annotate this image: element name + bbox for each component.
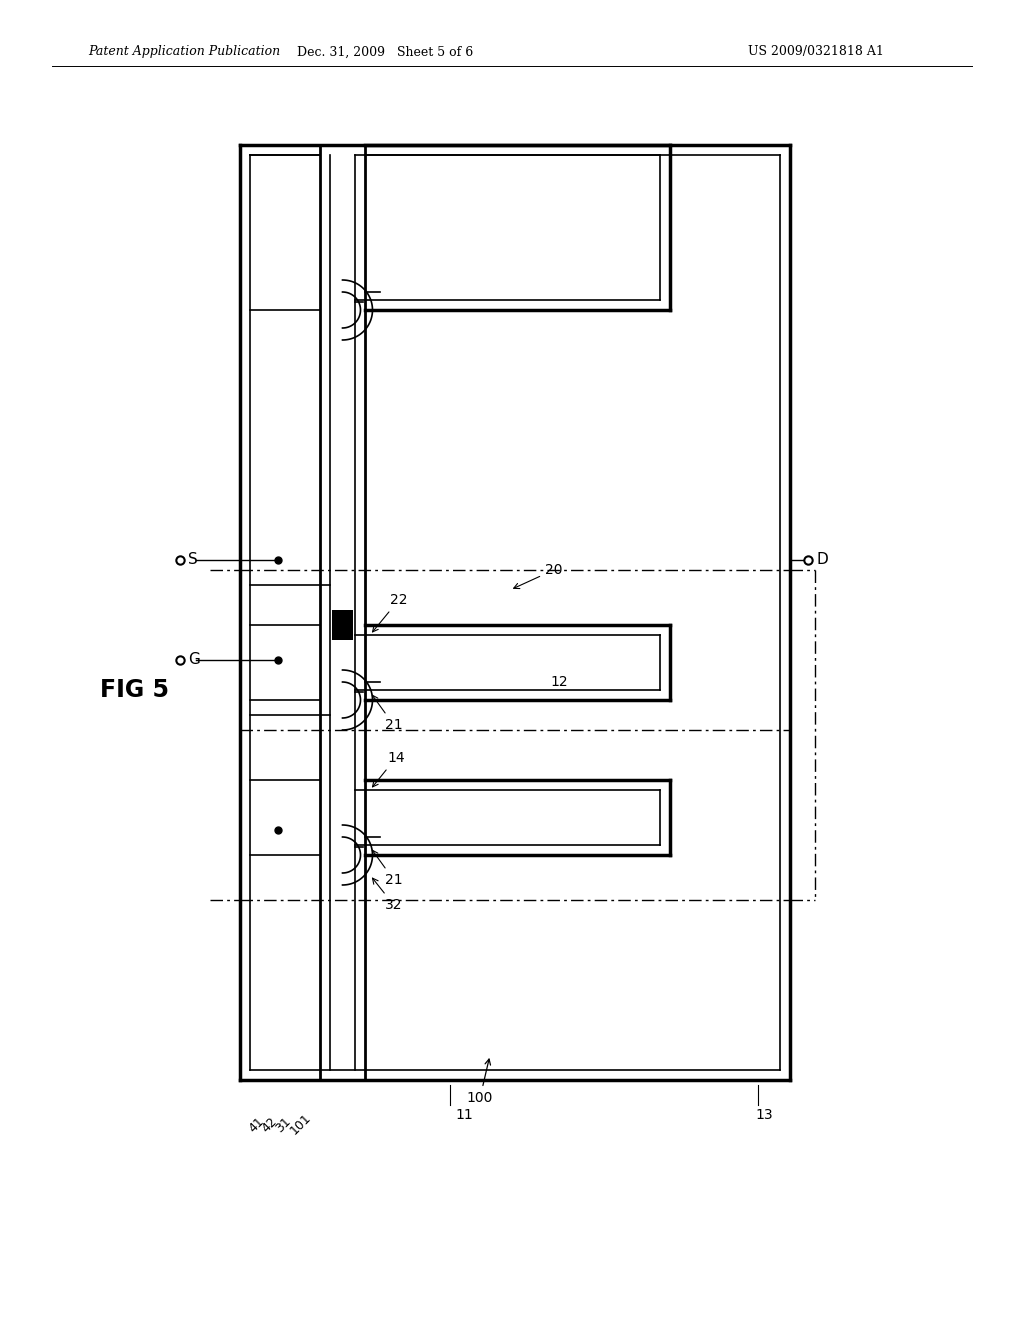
Text: Patent Application Publication: Patent Application Publication xyxy=(88,45,281,58)
Text: 31: 31 xyxy=(273,1114,294,1135)
Text: 100: 100 xyxy=(467,1059,494,1105)
Text: 101: 101 xyxy=(288,1111,313,1138)
Text: US 2009/0321818 A1: US 2009/0321818 A1 xyxy=(748,45,884,58)
Bar xyxy=(332,610,353,640)
Text: 12: 12 xyxy=(550,675,567,689)
Text: Dec. 31, 2009   Sheet 5 of 6: Dec. 31, 2009 Sheet 5 of 6 xyxy=(297,45,473,58)
Text: 13: 13 xyxy=(755,1107,773,1122)
Text: S: S xyxy=(188,553,198,568)
Text: 14: 14 xyxy=(373,751,404,787)
Text: 21: 21 xyxy=(373,696,402,733)
Text: 11: 11 xyxy=(455,1107,473,1122)
Text: 22: 22 xyxy=(373,593,408,632)
Text: 42: 42 xyxy=(259,1114,280,1135)
Text: FIG 5: FIG 5 xyxy=(100,678,169,702)
Text: 32: 32 xyxy=(373,878,402,912)
Text: G: G xyxy=(188,652,200,668)
Text: 20: 20 xyxy=(514,564,562,589)
Text: D: D xyxy=(816,553,827,568)
Text: 21: 21 xyxy=(373,850,402,887)
Text: 41: 41 xyxy=(247,1114,267,1135)
